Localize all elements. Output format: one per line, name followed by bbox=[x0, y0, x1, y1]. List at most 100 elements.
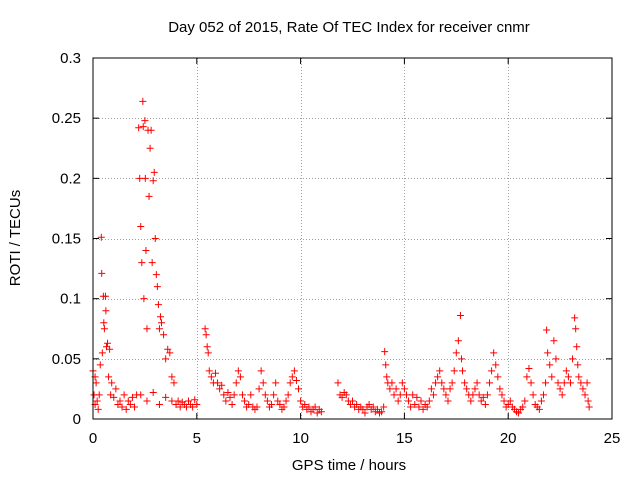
data-point bbox=[139, 123, 147, 131]
x-tick-label: 15 bbox=[396, 430, 413, 447]
data-point bbox=[574, 361, 582, 369]
data-point bbox=[353, 401, 361, 409]
data-point bbox=[494, 373, 502, 381]
data-point bbox=[236, 373, 244, 381]
data-point bbox=[280, 403, 288, 411]
data-point bbox=[400, 385, 408, 393]
data-point bbox=[234, 367, 242, 375]
data-point bbox=[137, 222, 145, 230]
data-point bbox=[313, 409, 321, 417]
data-point bbox=[381, 348, 389, 356]
x-tick-label: 5 bbox=[193, 430, 201, 447]
data-point bbox=[554, 379, 562, 387]
data-point bbox=[146, 144, 154, 152]
data-point bbox=[203, 343, 211, 351]
chart-title: Day 052 of 2015, Rate Of TEC Index for r… bbox=[168, 19, 530, 36]
data-point bbox=[577, 379, 585, 387]
data-point bbox=[486, 379, 494, 387]
data-point bbox=[205, 367, 213, 375]
data-point bbox=[193, 401, 201, 409]
data-point bbox=[454, 337, 462, 345]
data-point bbox=[104, 339, 112, 347]
data-point bbox=[182, 403, 190, 411]
data-point bbox=[184, 397, 192, 405]
data-point bbox=[417, 397, 425, 405]
data-points bbox=[89, 97, 593, 417]
data-point bbox=[481, 401, 489, 409]
data-point bbox=[529, 391, 537, 399]
y-tick-label: 0.2 bbox=[60, 170, 81, 187]
data-point bbox=[477, 397, 485, 405]
data-point bbox=[295, 385, 303, 393]
data-point bbox=[257, 367, 265, 375]
data-point bbox=[94, 405, 102, 413]
data-point bbox=[432, 379, 440, 387]
data-point bbox=[152, 271, 160, 279]
data-point bbox=[149, 177, 157, 185]
data-point bbox=[176, 403, 184, 411]
data-point bbox=[527, 379, 535, 387]
data-point bbox=[425, 397, 433, 405]
data-point bbox=[450, 367, 458, 375]
y-tick-label: 0.05 bbox=[52, 351, 81, 368]
data-point bbox=[158, 319, 166, 327]
data-point bbox=[204, 349, 212, 357]
data-point bbox=[542, 379, 550, 387]
data-point bbox=[569, 355, 577, 363]
data-point bbox=[572, 325, 580, 333]
data-point bbox=[488, 367, 496, 375]
data-point bbox=[544, 349, 552, 357]
data-point bbox=[386, 385, 394, 393]
data-point bbox=[456, 312, 464, 320]
data-point bbox=[492, 361, 500, 369]
data-point bbox=[108, 379, 116, 387]
data-point bbox=[253, 403, 261, 411]
data-point bbox=[170, 379, 178, 387]
data-point bbox=[500, 397, 508, 405]
data-point bbox=[398, 379, 406, 387]
data-point bbox=[483, 391, 491, 399]
y-axis-label: ROTI / TECUs bbox=[7, 190, 24, 286]
data-point bbox=[97, 233, 105, 241]
data-point bbox=[457, 355, 465, 363]
data-point bbox=[218, 381, 226, 389]
data-point bbox=[402, 391, 410, 399]
data-point bbox=[292, 376, 300, 384]
data-point bbox=[141, 117, 149, 125]
data-point bbox=[342, 391, 350, 399]
data-point bbox=[116, 397, 124, 405]
data-point bbox=[504, 401, 512, 409]
data-point bbox=[98, 269, 106, 277]
data-point bbox=[521, 397, 529, 405]
data-point bbox=[419, 405, 427, 413]
data-point bbox=[226, 393, 234, 401]
data-point bbox=[201, 325, 209, 333]
data-point bbox=[126, 401, 134, 409]
data-point bbox=[255, 385, 263, 393]
data-point bbox=[120, 391, 128, 399]
data-point bbox=[301, 401, 309, 409]
data-point bbox=[440, 385, 448, 393]
data-point bbox=[383, 373, 391, 381]
data-point bbox=[207, 373, 215, 381]
data-point bbox=[118, 403, 126, 411]
data-point bbox=[202, 331, 210, 339]
data-point bbox=[490, 349, 498, 357]
data-point bbox=[232, 379, 240, 387]
data-point bbox=[305, 403, 313, 411]
data-point bbox=[334, 379, 342, 387]
y-tick-label: 0.1 bbox=[60, 291, 81, 308]
data-point bbox=[286, 379, 294, 387]
data-point bbox=[564, 373, 572, 381]
data-point bbox=[535, 405, 543, 413]
data-point bbox=[135, 124, 143, 132]
data-point bbox=[141, 174, 149, 182]
y-tick-label: 0.25 bbox=[52, 110, 81, 127]
data-point bbox=[444, 397, 452, 405]
data-point bbox=[259, 379, 267, 387]
data-point bbox=[98, 349, 106, 357]
data-point bbox=[434, 373, 442, 381]
data-point bbox=[382, 361, 390, 369]
data-point bbox=[142, 247, 150, 255]
data-point bbox=[394, 397, 402, 405]
